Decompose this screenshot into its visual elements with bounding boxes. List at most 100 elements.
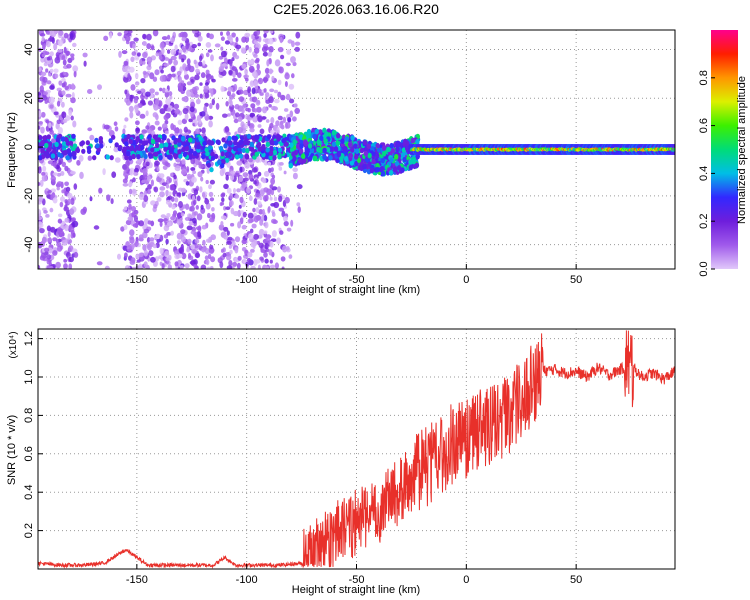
spectral-point (47, 160, 54, 165)
spectral-point (206, 167, 210, 174)
spectral-point (395, 141, 400, 148)
spectral-point (95, 143, 100, 149)
spectral-point (354, 148, 360, 154)
spectral-point (83, 60, 87, 67)
spectral-point (284, 72, 290, 80)
spectral-point (126, 199, 132, 204)
spectral-point (198, 119, 202, 124)
spectral-point (237, 221, 242, 229)
spectral-point (220, 221, 224, 226)
spectral-point (179, 265, 184, 269)
spectral-point (250, 242, 256, 248)
spectral-point (231, 32, 236, 38)
spectral-point (257, 171, 262, 177)
spectral-point (202, 192, 206, 198)
spectral-point (245, 44, 250, 51)
spectral-point (408, 164, 413, 171)
spectral-point (161, 47, 165, 55)
spectral-point (135, 127, 141, 134)
spectral-point (166, 232, 172, 236)
spectral-point (99, 143, 104, 149)
spectral-point (147, 220, 152, 225)
spectral-point (233, 140, 238, 146)
spectral-point (245, 148, 250, 154)
spectral-point (299, 148, 304, 154)
spectral-point (276, 136, 281, 142)
spectral-point (229, 193, 234, 200)
spectral-point (284, 81, 288, 87)
spectral-point (353, 143, 358, 149)
spectral-point (232, 261, 238, 267)
snr-y-label: SNR (10 * v/v) (6, 415, 18, 485)
spectral-point (389, 157, 394, 163)
spectral-point (161, 36, 168, 41)
x-tick-label: 0 (463, 274, 469, 286)
spectral-point (264, 258, 269, 264)
spectral-point (209, 179, 215, 185)
spectral-point (292, 155, 297, 162)
spectral-point (147, 100, 153, 106)
spectral-point (128, 105, 134, 113)
spectral-point (328, 155, 333, 161)
spectral-point (48, 122, 52, 129)
spectral-point (103, 124, 110, 130)
spectral-point (72, 42, 77, 48)
spectral-point (284, 108, 289, 112)
spectral-point (408, 159, 413, 165)
spectral-point (176, 232, 183, 240)
spectral-point (204, 82, 209, 86)
spectral-point (63, 258, 68, 263)
spectral-point (105, 154, 110, 160)
spectral-point (331, 141, 337, 148)
spectral-point (47, 231, 51, 238)
spectral-point (183, 126, 188, 133)
spectral-point (259, 219, 264, 226)
spectral-point (156, 238, 161, 243)
spectral-point (79, 171, 84, 179)
spectral-point (198, 244, 202, 248)
spectral-point (255, 99, 261, 106)
spectral-point (277, 186, 281, 193)
spectral-point (60, 136, 65, 142)
spectral-point (124, 89, 128, 95)
spectral-point (194, 74, 200, 81)
spectral-point (209, 197, 215, 202)
spectral-point (324, 131, 329, 137)
spectral-point (117, 253, 121, 260)
spectral-point (205, 179, 209, 185)
spectral-point (375, 152, 380, 159)
spectral-point (211, 207, 215, 212)
x-tick-label: 0 (463, 574, 469, 586)
spectral-point (193, 259, 198, 266)
spectral-point (75, 147, 81, 154)
spectral-point (278, 66, 284, 74)
spectral-point (111, 171, 117, 178)
spectral-point (42, 76, 48, 83)
spectral-point (178, 52, 182, 60)
spectral-point (263, 30, 269, 34)
spectral-point (136, 154, 141, 160)
spectral-point (163, 146, 168, 152)
spectral-point (65, 155, 70, 161)
spectral-point (322, 147, 327, 154)
spectral-point (362, 163, 367, 170)
spectral-point (136, 259, 141, 263)
spectral-point (240, 47, 246, 54)
spectral-point (47, 237, 52, 243)
spectral-point (402, 156, 407, 163)
spectral-point (228, 140, 233, 146)
spectral-point (114, 157, 121, 163)
spectral-point (124, 65, 131, 70)
spectral-point (125, 36, 131, 42)
spectral-point (227, 236, 233, 241)
spectral-point (231, 57, 235, 62)
spectral-point (288, 162, 293, 169)
spectral-point (205, 52, 210, 58)
spectral-point (125, 99, 131, 106)
spectral-point (238, 153, 244, 159)
spectral-point (325, 146, 331, 153)
spectral-point (238, 204, 242, 209)
spectral-point (45, 119, 49, 124)
spectral-point (270, 167, 274, 173)
spectral-point (44, 142, 49, 149)
